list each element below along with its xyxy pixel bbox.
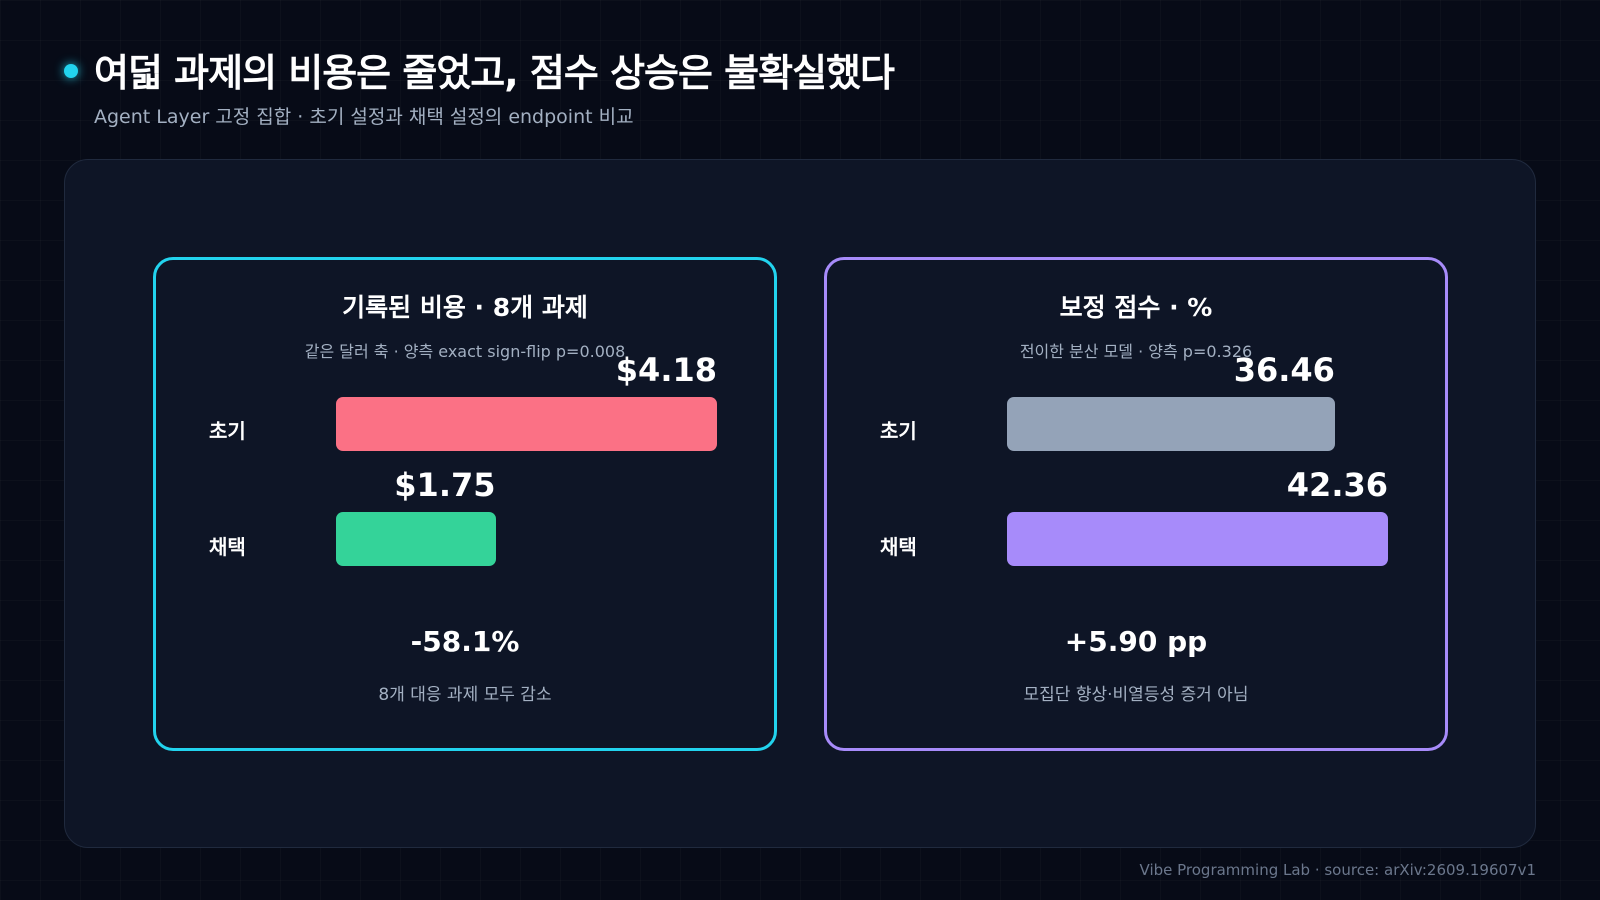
score-bar-initial	[1007, 397, 1335, 451]
score-value-label-adopted: 42.36	[1286, 466, 1388, 504]
header-bullet-dot	[64, 64, 78, 78]
cost-value-label-adopted: $1.75	[394, 466, 496, 504]
score-category-label-adopted: 채택	[880, 535, 917, 559]
cost-value-label-initial: $4.18	[615, 351, 717, 389]
score-chart-title: 보정 점수 · %	[1059, 293, 1213, 322]
cost-bar-initial	[336, 397, 717, 451]
page-title: 여덟 과제의 비용은 줄었고, 점수 상승은 불확실했다	[94, 51, 895, 95]
page-subtitle: Agent Layer 고정 집합 · 초기 설정과 채택 설정의 endpoi…	[94, 106, 634, 128]
footer-credit: Vibe Programming Lab · source: arXiv:260…	[1139, 861, 1536, 879]
score-chart-subtitle: 전이한 분산 모델 · 양측 p=0.326	[1019, 342, 1253, 361]
score-bar-adopted	[1007, 512, 1388, 566]
cost-chart-title: 기록된 비용 · 8개 과제	[342, 293, 588, 322]
score-value-label-initial: 36.46	[1233, 351, 1335, 389]
cost-bar-adopted	[336, 512, 496, 566]
score-delta-note: 모집단 향상·비열등성 증거 아님	[1023, 685, 1249, 705]
cost-delta-note: 8개 대응 과제 모두 감소	[378, 685, 552, 705]
cost-category-label-adopted: 채택	[209, 535, 246, 559]
cost-chart-subtitle: 같은 달러 축 · 양측 exact sign-flip p=0.008	[304, 342, 626, 361]
score-chart-card: 보정 점수 · % 전이한 분산 모델 · 양측 p=0.326 초기 36.4…	[824, 257, 1448, 751]
score-delta-value: +5.90 pp	[1064, 625, 1208, 658]
score-category-label-initial: 초기	[880, 419, 917, 443]
cost-chart-card: 기록된 비용 · 8개 과제 같은 달러 축 · 양측 exact sign-f…	[153, 257, 777, 751]
cost-delta-value: -58.1%	[410, 625, 520, 658]
cost-category-label-initial: 초기	[209, 419, 246, 443]
